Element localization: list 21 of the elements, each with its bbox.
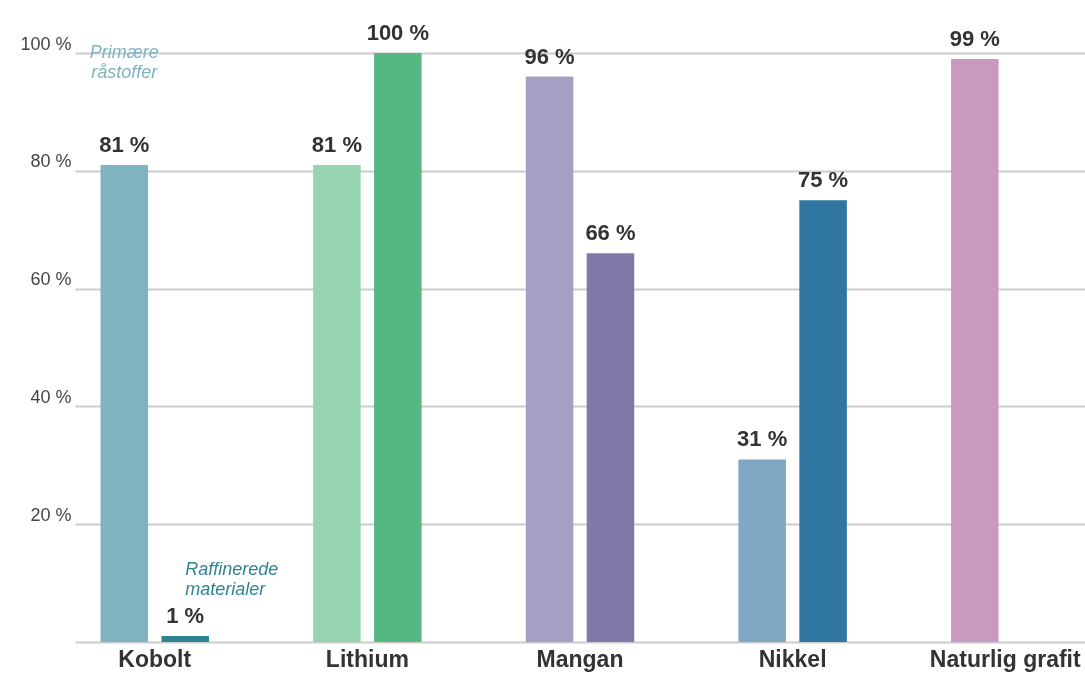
data-label: 81 %: [311, 131, 362, 157]
y-tick-label: 60 %: [30, 269, 72, 290]
x-tick-label: Lithium: [325, 645, 409, 672]
y-tick-label: 80 %: [30, 151, 72, 172]
data-label: 99 %: [949, 25, 1000, 51]
y-tick-label: 100 %: [20, 33, 72, 54]
x-tick-label: Kobolt: [118, 645, 192, 672]
y-tick-label: 20 %: [30, 504, 72, 525]
data-label: 96 %: [524, 43, 575, 69]
data-label: 81 %: [99, 131, 150, 157]
data-label: 100 %: [366, 20, 430, 45]
data-label: 66 %: [585, 220, 636, 246]
data-label: 31 %: [737, 426, 788, 452]
data-label: 75 %: [798, 167, 849, 193]
data-label: 1 %: [166, 603, 205, 629]
text: Raffinerede materialer: [185, 559, 279, 600]
x-tick-label: Nikkel: [758, 645, 827, 672]
x-tick-label: Naturlig grafit: [929, 645, 1081, 672]
text: Primære råstoffer: [89, 42, 159, 82]
y-tick-label: 40 %: [30, 386, 72, 407]
x-tick-label: Mangan: [536, 645, 624, 672]
